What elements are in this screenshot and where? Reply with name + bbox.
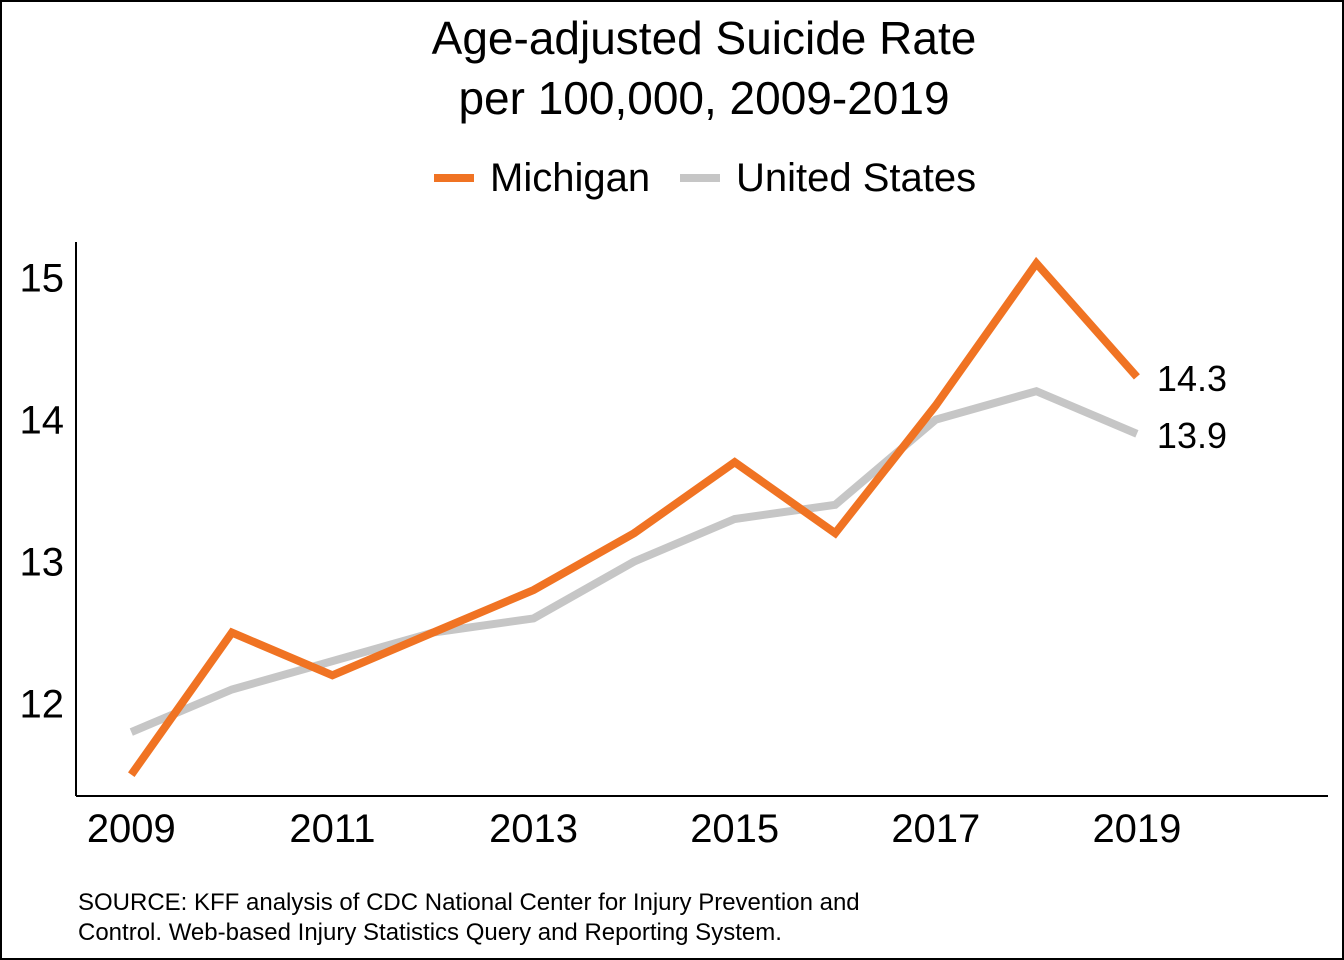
legend-swatch-michigan (434, 174, 474, 182)
legend-label-united-states: United States (736, 156, 977, 200)
source-note: SOURCE: KFF analysis of CDC National Cen… (78, 889, 860, 946)
x-tick-label: 2009 (87, 807, 176, 851)
legend-swatch-united-states (680, 174, 720, 182)
y-tick-label: 13 (20, 541, 65, 585)
x-tick-label: 2019 (1092, 807, 1181, 851)
y-tick-label: 12 (20, 683, 65, 727)
y-tick-label: 14 (20, 399, 65, 443)
x-tick-label: 2017 (891, 807, 980, 851)
legend-label-michigan: Michigan (490, 156, 651, 200)
x-tick-label: 2013 (489, 807, 578, 851)
y-tick-label: 15 (20, 257, 65, 301)
end-label-united-states: 13.9 (1157, 415, 1227, 456)
chart-title-line-1: Age-adjusted Suicide Rate (431, 12, 977, 64)
end-label-michigan: 14.3 (1157, 358, 1227, 399)
series-line-united-states (129, 386, 1139, 736)
x-tick-label: 2011 (289, 807, 375, 851)
series-line-michigan (128, 256, 1140, 778)
chart-legend: Michigan United States (2, 150, 1344, 206)
chart-title-line-2: per 100,000, 2009-2019 (458, 72, 950, 124)
x-tick-label: 2015 (690, 807, 779, 851)
